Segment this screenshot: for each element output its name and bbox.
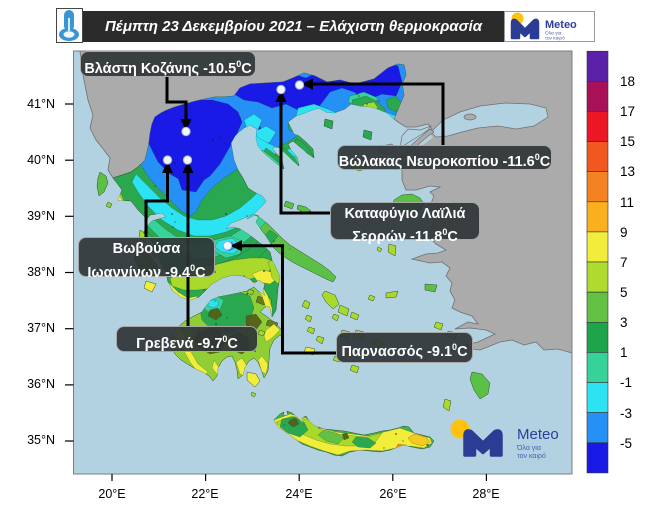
svg-text:Όλα για: Όλα για <box>544 30 562 36</box>
svg-text:Όλα για: Όλα για <box>516 445 541 452</box>
svg-text:Meteo: Meteo <box>545 19 577 31</box>
svg-text:Meteo: Meteo <box>517 426 559 443</box>
svg-text:τον καιρό: τον καιρό <box>545 34 565 41</box>
svg-text:τον καιρό: τον καιρό <box>517 452 546 460</box>
